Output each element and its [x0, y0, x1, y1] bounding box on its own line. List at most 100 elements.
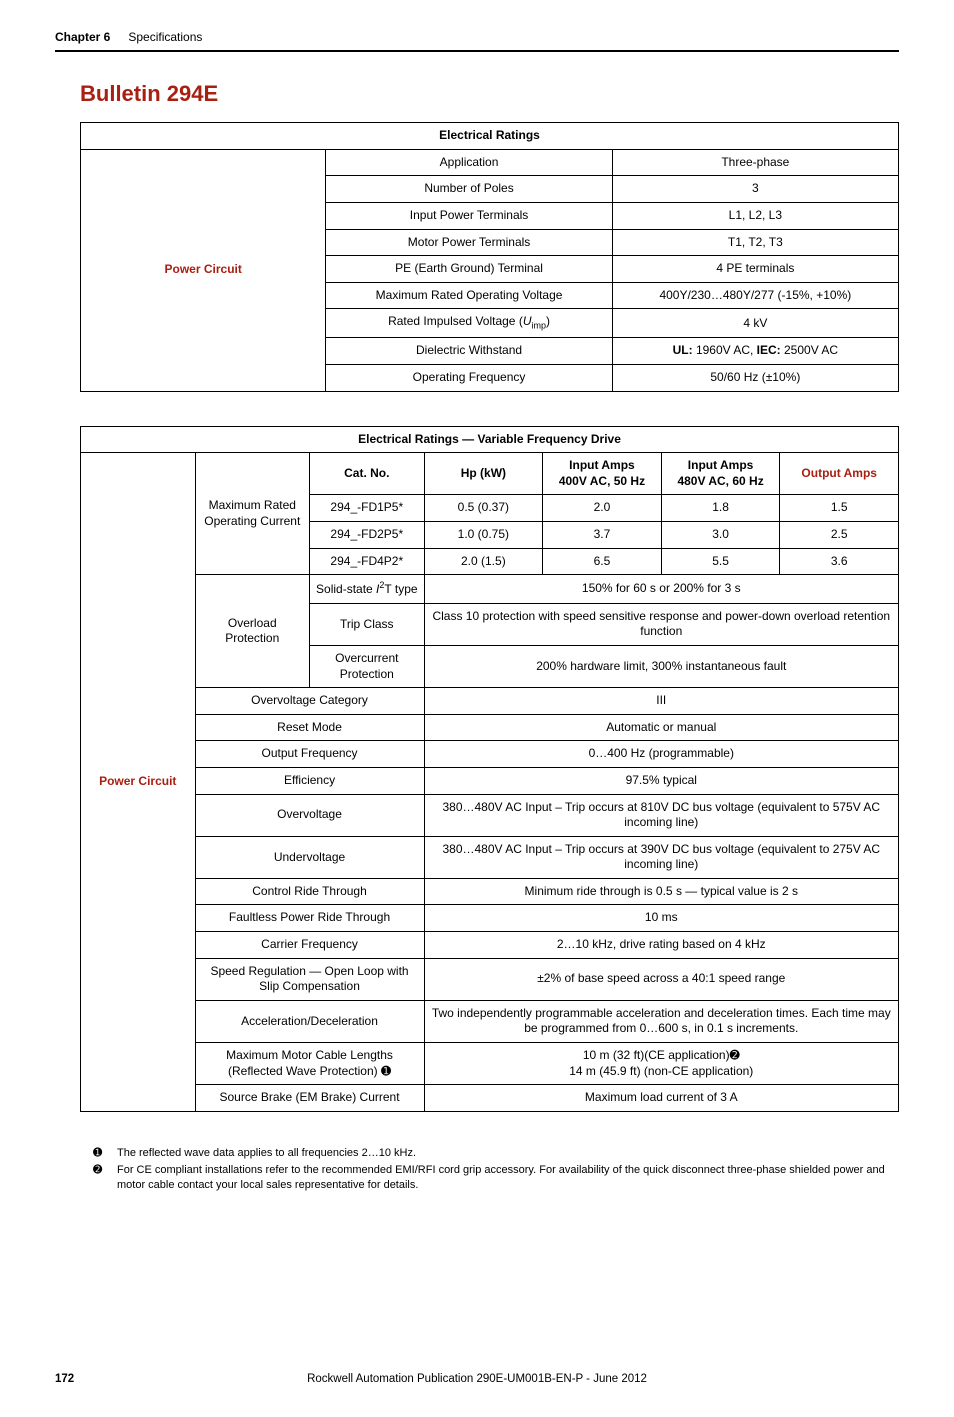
footnote-sym: ➋ [93, 1163, 107, 1193]
cell: 6.5 [543, 548, 662, 575]
cell: 0.5 (0.37) [424, 495, 543, 522]
table-row: Efficiency97.5% typical [81, 767, 899, 794]
spec-subkey: Solid-state I2T type [310, 575, 425, 604]
spec-key: Operating Frequency [326, 365, 612, 392]
col-header: Cat. No. [310, 453, 425, 495]
spec-key: Number of Poles [326, 176, 612, 203]
table-row: Undervoltage380…480V AC Input – Trip occ… [81, 836, 899, 878]
spec-subkey: Trip Class [310, 603, 425, 645]
table-row: Power Circuit Maximum Rated Operating Cu… [81, 453, 899, 495]
cell: 5.5 [661, 548, 780, 575]
spec-key: Overvoltage [195, 794, 424, 836]
table-row: Maximum Motor Cable Lengths (Reflected W… [81, 1043, 899, 1085]
spec-key: Maximum Rated Operating Voltage [326, 282, 612, 309]
spec-key: PE (Earth Ground) Terminal [326, 256, 612, 283]
cell: 3.0 [661, 521, 780, 548]
spec-value: 150% for 60 s or 200% for 3 s [424, 575, 898, 604]
spec-value: 3 [612, 176, 898, 203]
table-row: Source Brake (EM Brake) CurrentMaximum l… [81, 1085, 899, 1112]
page-header: Chapter 6 Specifications [55, 30, 899, 52]
spec-key: Application [326, 149, 612, 176]
col-header: Input Amps480V AC, 60 Hz [661, 453, 780, 495]
footnote: ➊ The reflected wave data applies to all… [93, 1146, 899, 1161]
spec-key: Faultless Power Ride Through [195, 905, 424, 932]
spec-key: Reset Mode [195, 714, 424, 741]
table-row: Acceleration/DecelerationTwo independent… [81, 1000, 899, 1042]
col-header: Input Amps400V AC, 50 Hz [543, 453, 662, 495]
spec-key: Source Brake (EM Brake) Current [195, 1085, 424, 1112]
table-row: Overvoltage CategoryIII [81, 688, 899, 715]
spec-value: 4 PE terminals [612, 256, 898, 283]
spec-value: Minimum ride through is 0.5 s — typical … [424, 878, 898, 905]
footnote-sym: ➊ [93, 1146, 107, 1161]
spec-value: 4 kV [612, 309, 898, 338]
spec-key: Overvoltage Category [195, 688, 424, 715]
footnotes: ➊ The reflected wave data applies to all… [93, 1146, 899, 1193]
spec-value: Two independently programmable accelerat… [424, 1000, 898, 1042]
spec-value: III [424, 688, 898, 715]
spec-value: 10 ms [424, 905, 898, 932]
spec-key: Efficiency [195, 767, 424, 794]
spec-value: 380…480V AC Input – Trip occurs at 390V … [424, 836, 898, 878]
spec-key: Overload Protection [195, 575, 310, 688]
spec-key: Maximum Motor Cable Lengths (Reflected W… [195, 1043, 424, 1085]
table-row: Output Frequency0…400 Hz (programmable) [81, 741, 899, 768]
spec-key: Control Ride Through [195, 878, 424, 905]
table1-header: Electrical Ratings [81, 123, 899, 150]
cell: 294_-FD1P5* [310, 495, 425, 522]
spec-value: 10 m (32 ft)(CE application)➋ 14 m (45.9… [424, 1043, 898, 1085]
spec-value: 2…10 kHz, drive rating based on 4 kHz [424, 932, 898, 959]
table-header-row: Electrical Ratings [81, 123, 899, 150]
spec-value: Three-phase [612, 149, 898, 176]
chapter-title: Specifications [128, 30, 202, 46]
spec-value: L1, L2, L3 [612, 202, 898, 229]
spec-value: 97.5% typical [424, 767, 898, 794]
spec-value: Automatic or manual [424, 714, 898, 741]
cell: 294_-FD2P5* [310, 521, 425, 548]
page-title: Bulletin 294E [55, 80, 899, 109]
footnote: ➋ For CE compliant installations refer t… [93, 1163, 899, 1193]
table-row: Reset ModeAutomatic or manual [81, 714, 899, 741]
table-header-row: Electrical Ratings — Variable Frequency … [81, 426, 899, 453]
col-header-out: Output Amps [780, 453, 899, 495]
spec-key: Motor Power Terminals [326, 229, 612, 256]
spec-value: UL: 1960V AC, IEC: 2500V AC [612, 338, 898, 365]
spec-subkey: Overcurrent Protection [310, 645, 425, 687]
spec-value: 380…480V AC Input – Trip occurs at 810V … [424, 794, 898, 836]
spec-key: Rated Impulsed Voltage (Uimp) [326, 309, 612, 338]
group-label: Power Circuit [81, 149, 326, 391]
table-row: Power Circuit Application Three-phase [81, 149, 899, 176]
publication-info: Rockwell Automation Publication 290E-UM0… [55, 1372, 899, 1387]
cell: 1.8 [661, 495, 780, 522]
spec-key: Maximum Rated Operating Current [195, 453, 310, 575]
electrical-ratings-table: Electrical Ratings Power Circuit Applica… [80, 122, 899, 391]
table-row: Overload Protection Solid-state I2T type… [81, 575, 899, 604]
spec-value: T1, T2, T3 [612, 229, 898, 256]
cell: 2.0 [543, 495, 662, 522]
spec-key: Input Power Terminals [326, 202, 612, 229]
cell: 3.7 [543, 521, 662, 548]
table-row: Carrier Frequency2…10 kHz, drive rating … [81, 932, 899, 959]
cell: 1.0 (0.75) [424, 521, 543, 548]
vfd-ratings-table: Electrical Ratings — Variable Frequency … [80, 426, 899, 1112]
col-header: Hp (kW) [424, 453, 543, 495]
cell: 2.0 (1.5) [424, 548, 543, 575]
spec-key: Speed Regulation — Open Loop with Slip C… [195, 958, 424, 1000]
page-footer: 172 Rockwell Automation Publication 290E… [55, 1372, 899, 1387]
spec-value: 50/60 Hz (±10%) [612, 365, 898, 392]
page-number: 172 [55, 1372, 74, 1387]
cell: 1.5 [780, 495, 899, 522]
spec-key: Dielectric Withstand [326, 338, 612, 365]
spec-value: Maximum load current of 3 A [424, 1085, 898, 1112]
spec-value: 400Y/230…480Y/277 (-15%, +10%) [612, 282, 898, 309]
cell: 2.5 [780, 521, 899, 548]
spec-key: Acceleration/Deceleration [195, 1000, 424, 1042]
spec-value: 200% hardware limit, 300% instantaneous … [424, 645, 898, 687]
table-row: Overvoltage380…480V AC Input – Trip occu… [81, 794, 899, 836]
spec-key: Undervoltage [195, 836, 424, 878]
spec-value: 0…400 Hz (programmable) [424, 741, 898, 768]
spec-value: Class 10 protection with speed sensitive… [424, 603, 898, 645]
group-label: Power Circuit [81, 453, 196, 1112]
table-row: Faultless Power Ride Through10 ms [81, 905, 899, 932]
footnote-text: The reflected wave data applies to all f… [117, 1146, 416, 1161]
